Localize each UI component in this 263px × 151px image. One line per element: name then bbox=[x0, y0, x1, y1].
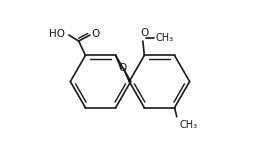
Text: CH₃: CH₃ bbox=[179, 120, 197, 130]
Text: O: O bbox=[92, 29, 100, 39]
Text: HO: HO bbox=[49, 29, 65, 39]
Text: CH₃: CH₃ bbox=[156, 33, 174, 43]
Text: O: O bbox=[118, 63, 127, 74]
Text: O: O bbox=[140, 28, 148, 38]
